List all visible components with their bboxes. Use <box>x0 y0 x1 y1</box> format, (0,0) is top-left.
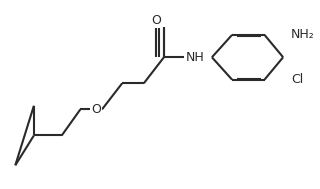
Text: NH₂: NH₂ <box>291 28 315 41</box>
Text: Cl: Cl <box>291 73 303 86</box>
Text: O: O <box>151 13 161 26</box>
Text: O: O <box>91 103 101 116</box>
Text: NH: NH <box>186 51 204 64</box>
